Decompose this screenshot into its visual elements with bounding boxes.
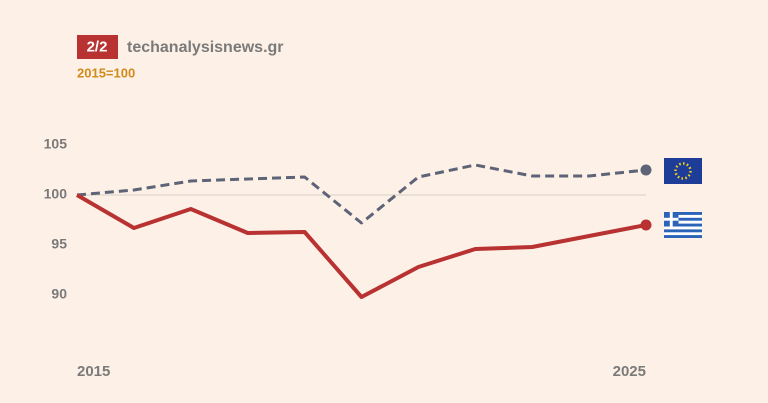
eu-flag-field [664,158,702,184]
gr-stripe [664,223,702,227]
end-point [640,164,652,176]
gr-stripe [664,235,702,238]
badge-box [77,35,118,59]
x-tick-label: 2015 [77,363,110,380]
badge: 2/2 [87,38,108,55]
end-point [640,219,652,231]
eu-flag [664,158,702,184]
y-tick-label: 100 [44,186,68,202]
series-line [75,193,647,299]
gr-stripe [664,212,702,215]
greek-flag [664,212,702,238]
chart-title: techanalysisnews.gr [127,39,284,56]
x-tick-label: 2025 [613,363,646,380]
y-tick-label: 90 [51,286,67,302]
gr-cross [664,217,679,221]
y-tick-label: 95 [51,236,67,252]
chart-subtitle: 2015=100 [77,65,135,80]
gr-stripe [664,217,702,221]
gr-stripe [664,229,702,233]
y-tick-label: 105 [44,136,68,152]
series-line [76,163,647,225]
eu-flag-stars [674,162,692,180]
